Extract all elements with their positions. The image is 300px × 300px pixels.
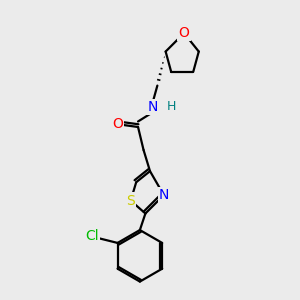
Text: S: S (126, 194, 135, 208)
Text: O: O (112, 117, 123, 131)
Text: N: N (148, 100, 158, 114)
Text: O: O (178, 26, 190, 40)
Text: H: H (167, 100, 176, 113)
Text: N: N (159, 188, 169, 202)
Text: Cl: Cl (85, 229, 99, 243)
